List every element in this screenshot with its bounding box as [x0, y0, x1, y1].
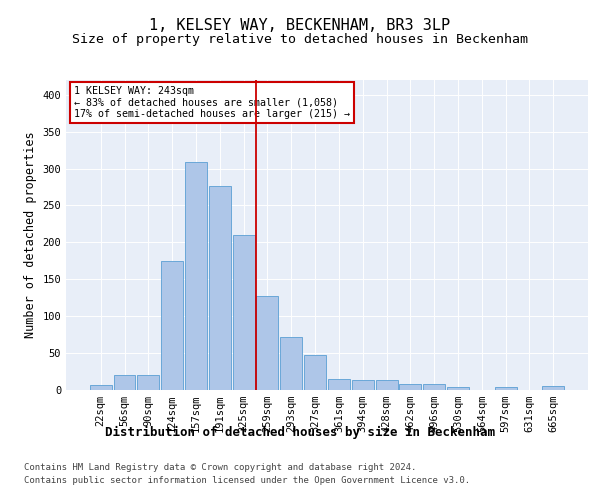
Bar [328, 379, 350, 390]
Text: Contains HM Land Registry data © Crown copyright and database right 2024.: Contains HM Land Registry data © Crown c… [24, 464, 416, 472]
Bar [400, 384, 421, 390]
Bar [90, 385, 112, 390]
Text: 1 KELSEY WAY: 243sqm
← 83% of detached houses are smaller (1,058)
17% of semi-de: 1 KELSEY WAY: 243sqm ← 83% of detached h… [74, 86, 350, 120]
Bar [304, 354, 326, 390]
Bar [376, 380, 398, 390]
Bar [185, 162, 207, 390]
Bar [113, 374, 136, 390]
Bar [423, 384, 445, 390]
Bar [495, 387, 517, 390]
Text: Distribution of detached houses by size in Beckenham: Distribution of detached houses by size … [105, 426, 495, 439]
Bar [209, 186, 231, 390]
Bar [233, 235, 254, 390]
Y-axis label: Number of detached properties: Number of detached properties [24, 132, 37, 338]
Bar [161, 261, 183, 390]
Bar [280, 337, 302, 390]
Bar [352, 380, 374, 390]
Bar [137, 374, 159, 390]
Bar [542, 386, 564, 390]
Text: 1, KELSEY WAY, BECKENHAM, BR3 3LP: 1, KELSEY WAY, BECKENHAM, BR3 3LP [149, 18, 451, 32]
Bar [447, 387, 469, 390]
Text: Size of property relative to detached houses in Beckenham: Size of property relative to detached ho… [72, 32, 528, 46]
Text: Contains public sector information licensed under the Open Government Licence v3: Contains public sector information licen… [24, 476, 470, 485]
Bar [256, 296, 278, 390]
